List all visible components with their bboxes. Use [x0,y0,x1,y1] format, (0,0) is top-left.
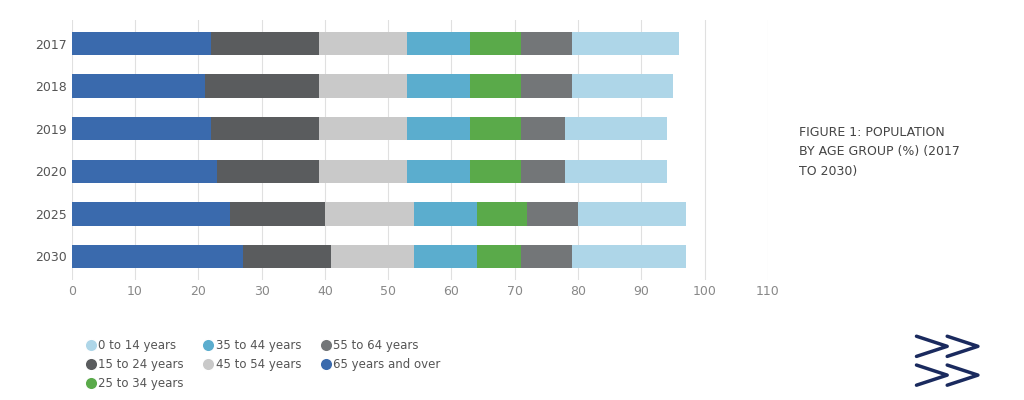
Bar [408,160,470,183]
Bar [470,32,521,55]
Bar [243,245,331,268]
Bar [72,160,217,183]
Bar [318,160,408,183]
Bar [521,117,565,140]
Bar [470,74,521,98]
Bar [470,160,521,183]
Bar [408,117,470,140]
Bar [571,245,686,268]
Bar [565,117,667,140]
Bar [318,74,408,98]
Bar [318,117,408,140]
Bar [72,74,205,98]
Bar [230,202,325,226]
Bar [318,32,408,55]
Bar [217,160,318,183]
Bar [470,117,521,140]
Bar [565,160,667,183]
Bar [571,74,673,98]
Bar [331,245,414,268]
Bar [521,32,571,55]
Legend: 0 to 14 years, 15 to 24 years, 25 to 34 years, 35 to 44 years, 45 to 54 years, 5: 0 to 14 years, 15 to 24 years, 25 to 34 … [88,339,440,390]
Bar [205,74,318,98]
Bar [211,117,318,140]
Bar [571,32,679,55]
Bar [72,245,243,268]
Bar [72,117,211,140]
Bar [521,160,565,183]
Bar [527,202,579,226]
Text: FIGURE 1: POPULATION
BY AGE GROUP (%) (2017
TO 2030): FIGURE 1: POPULATION BY AGE GROUP (%) (2… [799,126,959,178]
Bar [521,74,571,98]
Bar [477,202,527,226]
Bar [477,245,521,268]
Bar [414,245,477,268]
Bar [408,74,470,98]
Bar [579,202,686,226]
Bar [325,202,414,226]
Bar [72,202,230,226]
Bar [408,32,470,55]
Bar [72,32,211,55]
Bar [521,245,571,268]
Bar [211,32,318,55]
Bar [414,202,477,226]
